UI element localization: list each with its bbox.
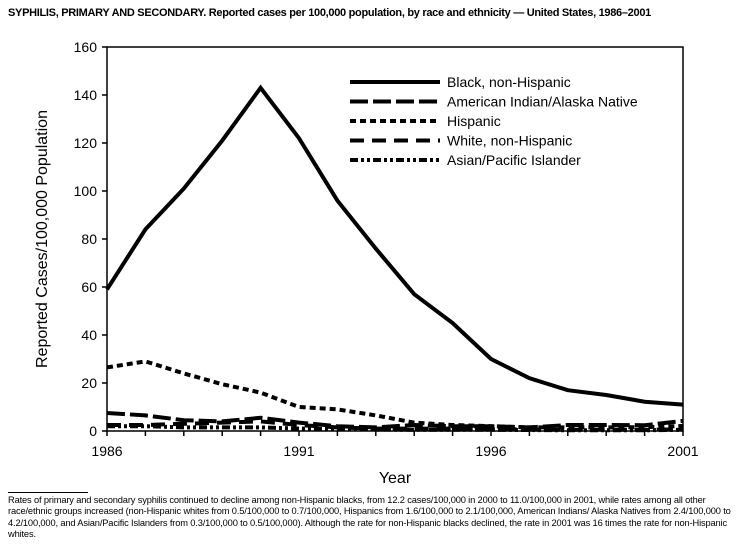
x-tick-label: 1991 <box>283 443 314 459</box>
y-tick-label: 120 <box>74 135 98 151</box>
y-tick-label: 140 <box>74 87 98 103</box>
y-tick-label: 60 <box>81 279 97 295</box>
legend-label: Hispanic <box>447 113 501 129</box>
y-axis-label: Reported Cases/100,000 Population <box>34 110 51 368</box>
x-axis-label: Year <box>379 470 412 487</box>
footnote-divider <box>8 492 88 493</box>
y-tick-label: 80 <box>81 231 97 247</box>
series-line <box>107 424 684 433</box>
line-chart: 0 20 40 60 80 100 120 140 160 1986 1991 1996 2001 Yea… <box>34 39 699 487</box>
y-tick-label: 0 <box>89 423 97 439</box>
x-tick-label: 1986 <box>91 443 122 459</box>
legend-label: American Indian/Alaska Native <box>447 94 638 110</box>
x-tick-label: 1996 <box>475 443 506 459</box>
x-tick-label: 2001 <box>667 443 698 459</box>
series-line <box>105 84 684 407</box>
y-tick-label: 100 <box>74 183 98 199</box>
y-tick-label: 20 <box>81 375 97 391</box>
y-tick-label: 160 <box>74 39 98 55</box>
legend-label: Black, non-Hispanic <box>447 74 571 90</box>
y-tick-label: 40 <box>81 327 97 343</box>
legend-label: Asian/Pacific Islander <box>447 152 581 168</box>
legend-label: White, non-Hispanic <box>447 133 572 149</box>
series-line <box>106 411 684 430</box>
chart-title: SYPHILIS, PRIMARY AND SECONDARY. Reporte… <box>8 7 651 19</box>
footnote: Rates of primary and secondary syphilis … <box>8 495 731 539</box>
